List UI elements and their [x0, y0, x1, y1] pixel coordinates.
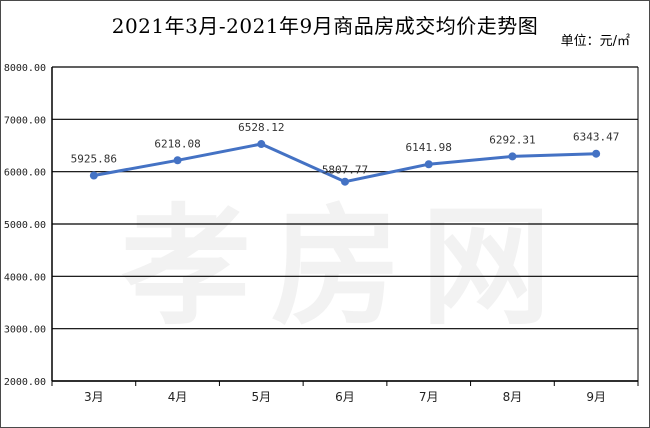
x-tick-label: 6月	[335, 390, 355, 404]
data-label: 6528.12	[238, 121, 284, 134]
data-point	[508, 152, 517, 161]
x-tick-label: 4月	[168, 390, 188, 404]
data-label: 6292.31	[489, 133, 535, 146]
data-point	[341, 177, 349, 186]
data-point	[89, 171, 98, 180]
data-point	[592, 149, 601, 158]
y-tick-label: 2000.00	[4, 377, 46, 388]
axes	[51, 67, 639, 386]
unit-label: 单位：元/㎡	[560, 34, 630, 49]
y-tick-label: 7000.00	[4, 115, 46, 126]
data-label: 6218.08	[154, 137, 200, 150]
data-point	[173, 156, 182, 165]
data-labels: 5925.86 6218.08 6528.12 5807.77 6141.98 6292.…	[71, 121, 620, 177]
x-tick-label: 3月	[84, 390, 104, 404]
data-point	[257, 140, 266, 149]
x-tick-label: 9月	[586, 390, 606, 404]
chart-title: 2021年3月-2021年9月商品房成交均价走势图	[111, 14, 539, 38]
x-tick-label: 5月	[251, 390, 271, 404]
data-label: 6343.47	[573, 131, 619, 144]
data-points	[89, 140, 601, 186]
y-tick-label: 4000.00	[4, 272, 46, 283]
y-tick-label: 8000.00	[4, 63, 46, 74]
data-label: 5925.86	[71, 153, 117, 166]
y-tick-labels: 2000.00 3000.00 4000.00 5000.00 6000.00 7000.…	[4, 63, 46, 388]
x-tick-labels: 3月 4月 5月 6月 7月 8月 9月	[84, 390, 606, 404]
x-tick-label: 8月	[503, 390, 523, 404]
watermark-text: 孝房网	[121, 191, 571, 343]
y-tick-label: 5000.00	[4, 220, 46, 231]
y-tick-label: 6000.00	[4, 168, 46, 179]
data-point	[424, 160, 433, 169]
x-tick-label: 7月	[419, 390, 439, 404]
y-tick-label: 3000.00	[4, 325, 46, 336]
data-label: 6141.98	[406, 141, 452, 154]
data-label: 5807.77	[322, 164, 368, 177]
